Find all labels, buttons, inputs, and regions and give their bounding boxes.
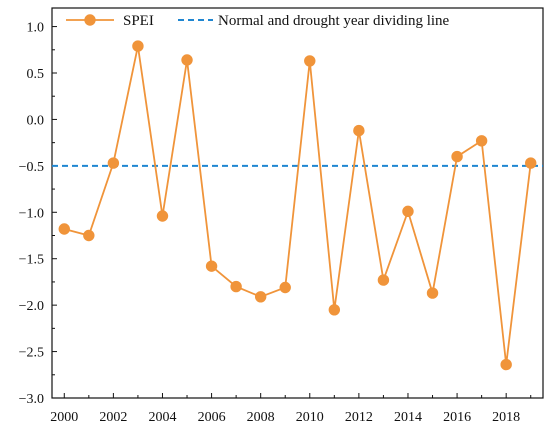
y-tick-label: 0.5 [27, 67, 45, 82]
spei-series-line [64, 45, 532, 365]
x-tick-label: 2016 [443, 410, 471, 425]
x-tick-label: 2006 [198, 410, 226, 425]
spei-data-point [426, 287, 439, 299]
y-tick-label: −1.5 [19, 253, 44, 268]
spei-data-point [500, 358, 512, 371]
y-tick-label: −2.0 [19, 299, 44, 314]
plot-frame [51, 7, 544, 399]
spei-data-point [205, 260, 218, 272]
spei-data-point [156, 210, 169, 222]
x-tick-label: 2014 [394, 410, 422, 425]
y-tick-label: 1.0 [27, 21, 45, 36]
spei-data-point [304, 55, 316, 67]
legend-dividing-line-label: Normal and drought year dividing line [218, 13, 450, 29]
spei-data-point [83, 229, 95, 242]
spei-data-point [451, 150, 463, 163]
legend-spei-label: SPEI [123, 13, 154, 29]
x-tick-label: 2004 [148, 410, 176, 425]
spei-data-point [402, 205, 414, 218]
spei-data-point [107, 157, 120, 169]
spei-data-point [279, 281, 291, 294]
y-tick-label: 0.0 [27, 113, 45, 128]
x-tick-label: 2018 [492, 410, 520, 425]
spei-data-point [181, 54, 193, 66]
spei-data-point [525, 157, 537, 169]
y-tick-label: −1.0 [19, 206, 44, 221]
spei-data-point [475, 135, 488, 147]
x-tick-label: 2000 [50, 410, 78, 425]
spei-data-point [328, 304, 341, 316]
spei-data-point [132, 40, 144, 52]
x-tick-label: 2010 [296, 410, 324, 425]
x-tick-label: 2012 [345, 410, 373, 425]
y-tick-label: −3.0 [19, 392, 44, 407]
y-tick-label: −0.5 [19, 160, 44, 175]
legend-spei-marker [84, 14, 96, 26]
x-tick-label: 2002 [99, 410, 127, 425]
spei-data-point [230, 280, 242, 293]
spei-data-point [254, 291, 267, 303]
x-tick-label: 2008 [247, 410, 275, 425]
spei-data-point [377, 274, 390, 286]
spei-data-point [58, 223, 70, 235]
y-tick-label: −2.5 [19, 346, 44, 361]
spei-data-point [353, 124, 365, 137]
legend: SPEI Normal and drought year dividing li… [66, 13, 450, 29]
